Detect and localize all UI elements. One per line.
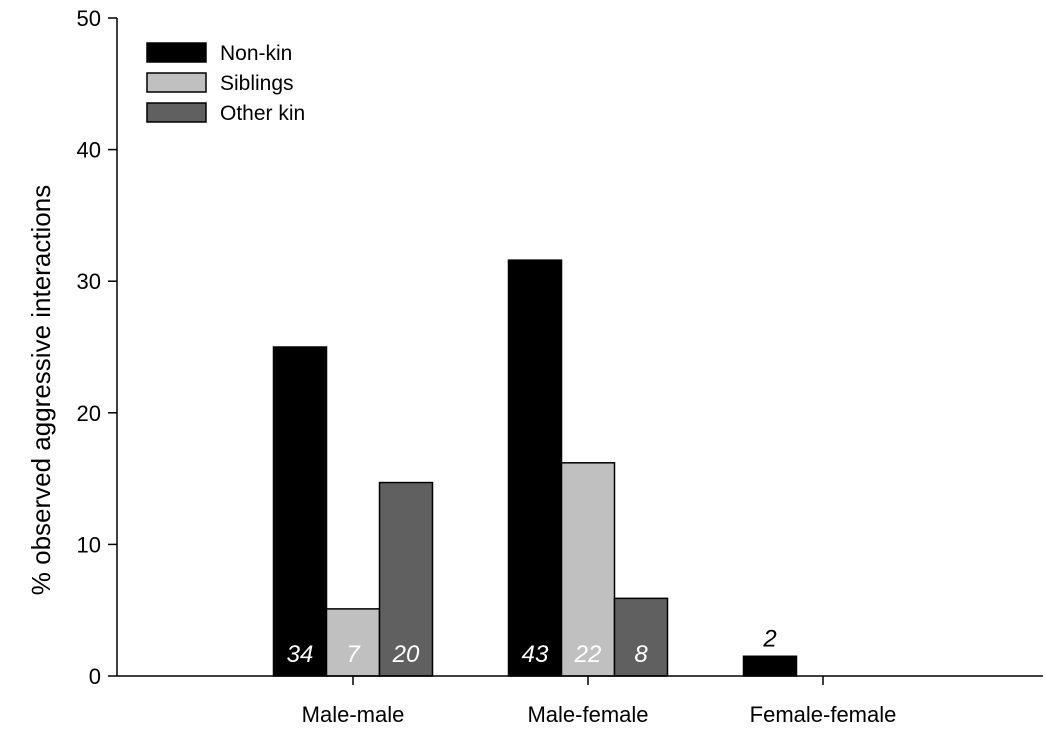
count-label: 22 xyxy=(574,641,602,668)
count-label: 43 xyxy=(522,641,549,668)
y-axis-label: % observed aggressive interactions xyxy=(26,185,56,595)
y-tick-label: 50 xyxy=(77,6,101,31)
x-tick-label-male-male: Male-male xyxy=(302,702,405,727)
count-labels-layer: 34 43 2 7 22 20 8 xyxy=(287,625,777,668)
count-label: 8 xyxy=(634,641,648,668)
y-tick-label: 30 xyxy=(77,269,101,294)
bar-non-kin-male-male xyxy=(272,346,328,677)
y-tick-label: 20 xyxy=(77,401,101,426)
count-label: 7 xyxy=(346,641,361,668)
bar-siblings-male-female xyxy=(560,462,616,677)
bars-layer xyxy=(272,259,798,677)
y-tick-label: 0 xyxy=(89,664,101,689)
bar-non-kin-male-female xyxy=(507,259,563,677)
legend-swatch-other-kin xyxy=(146,102,207,123)
axes-layer: 0 10 20 30 40 50 Male-male Male-female Female-fe… xyxy=(77,6,1043,727)
y-tick-label: 40 xyxy=(77,138,101,163)
count-label: 34 xyxy=(287,641,314,668)
legend-label-non-kin: Non-kin xyxy=(220,42,292,65)
bar-non-kin-female-female xyxy=(742,655,798,677)
x-tick-label-female-female: Female-female xyxy=(750,702,897,727)
x-tick-label-male-female: Male-female xyxy=(527,702,648,727)
legend-swatch-siblings xyxy=(146,72,207,93)
legend-label-siblings: Siblings xyxy=(220,72,294,95)
bar-other-kin-male-male xyxy=(378,481,434,677)
bar-other-kin-male-female xyxy=(613,597,669,677)
legend-swatch-non-kin xyxy=(146,42,207,63)
bar-siblings-male-male xyxy=(325,608,381,677)
count-label: 20 xyxy=(392,641,420,668)
y-tick-label: 10 xyxy=(77,532,101,557)
legend: Non-kin Siblings Other kin xyxy=(146,42,305,125)
legend-label-other-kin: Other kin xyxy=(220,102,305,125)
count-label: 2 xyxy=(762,625,776,652)
